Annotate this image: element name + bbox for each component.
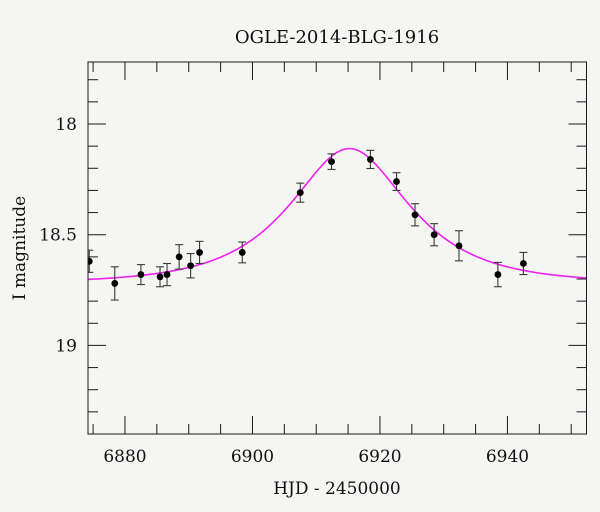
axis-ticks [88, 62, 587, 435]
data-point [393, 178, 400, 185]
chart-title: OGLE-2014-BLG-1916 [235, 27, 439, 48]
data-point-group [366, 149, 375, 170]
data-point [137, 271, 145, 278]
data-point [238, 249, 246, 256]
data-point-group [430, 223, 439, 247]
x-axis-tick-label: 6940 [486, 447, 529, 467]
data-point-group [327, 153, 336, 170]
data-point [88, 257, 93, 265]
data-point [196, 249, 203, 256]
x-axis-tick-label: 6920 [358, 447, 401, 467]
data-point-group [175, 244, 184, 270]
data-point-group [163, 262, 172, 287]
data-point [163, 271, 171, 278]
data-point-group [238, 241, 247, 264]
data-point-group [156, 266, 165, 288]
data-point-group [110, 266, 119, 301]
data-point [430, 231, 438, 239]
data-point-group [296, 182, 305, 203]
data-point [175, 253, 183, 261]
y-axis-title: I magnitude [10, 196, 30, 300]
data-point-group [195, 240, 204, 265]
data-point [366, 156, 374, 163]
y-axis-tick-label: 19 [55, 336, 77, 356]
data-point-group [411, 203, 420, 227]
data-point-group [455, 230, 464, 262]
x-axis-tick-label: 6900 [231, 447, 274, 467]
data-point [328, 158, 335, 166]
data-point [156, 273, 164, 281]
data-point-group [493, 261, 502, 288]
tick-labels: 6880 6900 6920 6940 18 18.5 19 [39, 115, 529, 467]
plot-border [87, 61, 587, 435]
data-point [411, 211, 419, 219]
data-point [296, 189, 304, 197]
data-point-group [136, 264, 145, 286]
x-axis-tick-label: 6880 [103, 447, 146, 467]
data-point-group [392, 172, 401, 191]
data-point [519, 260, 527, 267]
data-point [187, 262, 195, 270]
data-point-group [186, 252, 195, 279]
data-point [455, 242, 463, 250]
y-axis-tick-label: 18 [55, 115, 77, 135]
y-axis-tick-label: 18.5 [39, 226, 77, 246]
data-point-group [88, 249, 94, 273]
data-layer [88, 147, 587, 301]
model-fit-curve [88, 147, 587, 281]
data-point [111, 280, 119, 287]
data-point-group [519, 251, 528, 276]
data-point [494, 271, 502, 278]
x-axis-title: HJD - 2450000 [273, 479, 401, 499]
